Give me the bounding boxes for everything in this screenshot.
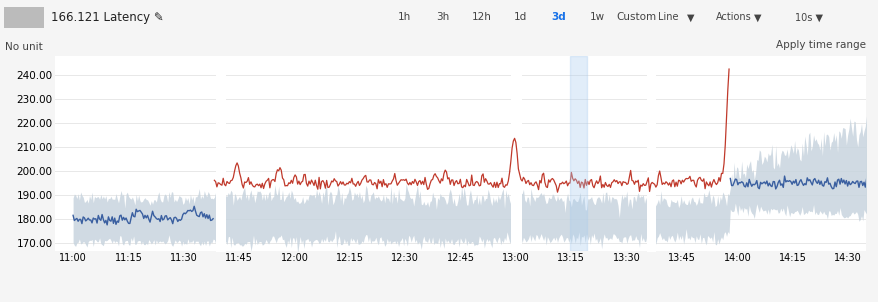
Text: Apply time range: Apply time range [775,40,865,50]
Text: Line: Line [657,12,678,22]
Bar [570,56,587,251]
Text: 1d: 1d [513,12,527,22]
Bar [4,7,44,28]
Text: Actions: Actions [716,12,751,22]
Text: No unit: No unit [5,42,43,52]
Text: 3d: 3d [551,12,565,22]
Text: 10s ▼: 10s ▼ [794,12,822,22]
Text: ▼: ▼ [687,12,694,22]
Text: Custom: Custom [615,12,656,22]
Text: ▼: ▼ [753,12,760,22]
Text: 3h: 3h [435,12,450,22]
Text: 12h: 12h [471,12,491,22]
Text: 1w: 1w [589,12,605,22]
Legend: 166.121 Latency, , 166.121 Latency (expected): 166.121 Latency, , 166.121 Latency (expe… [61,299,380,302]
Text: 166.121 Latency ✎: 166.121 Latency ✎ [51,11,163,24]
Text: 1h: 1h [397,12,411,22]
